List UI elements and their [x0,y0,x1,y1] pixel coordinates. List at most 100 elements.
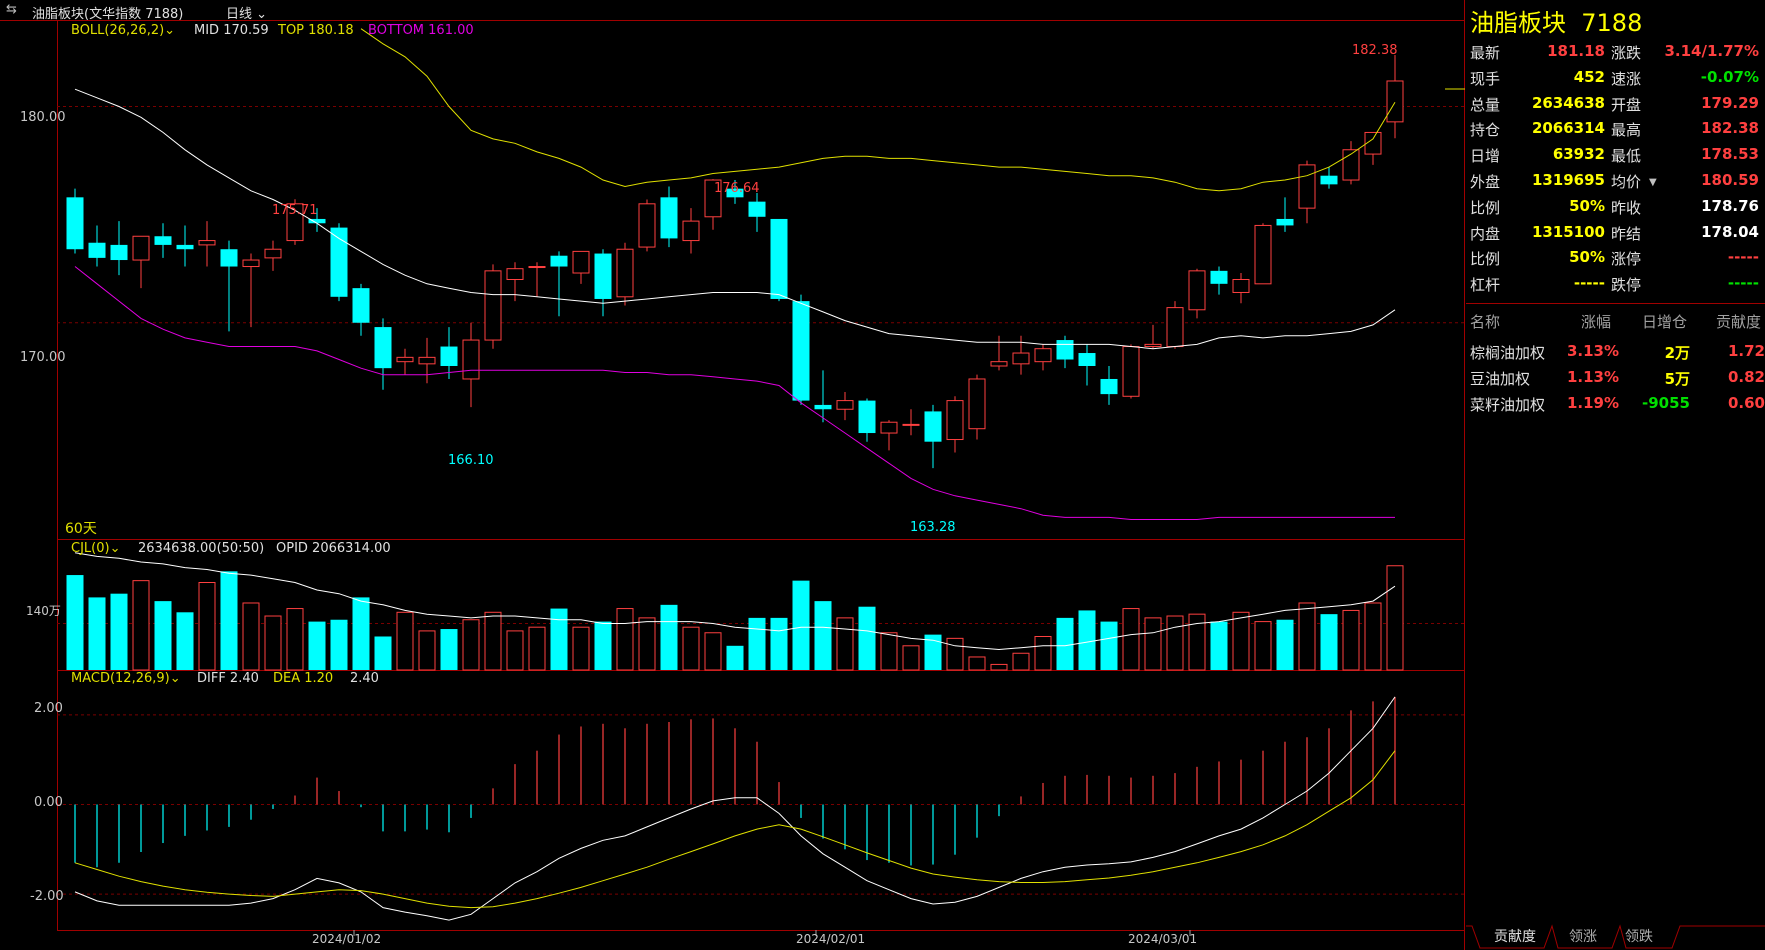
volume-bar [1100,621,1118,670]
volume-bar [1320,614,1338,670]
price-candles [66,55,1404,469]
candle-body [528,266,546,269]
candle-body [616,248,634,298]
contrib-change: 1.19% [1566,394,1619,412]
quote-value: 50% [1569,248,1605,267]
candle-body [198,240,216,246]
volume-bar [418,630,436,671]
volume-bar [792,580,810,670]
quote-value: 1315100 [1531,222,1605,241]
quote-label: 现手 [1470,69,1501,88]
quote-row: 内盘 1315100 昨结 178.04 [1466,221,1765,245]
contrib-value: 0.60 [1727,394,1765,412]
volume-bar [616,608,634,671]
volume-axis-label: 140万 [26,604,61,618]
boll-lines [74,28,1396,520]
low-marker: 166.10 [448,453,494,468]
volume-bar [308,621,326,670]
volume-bar [946,637,964,671]
volume-bar [858,606,876,670]
contrib-table-row[interactable]: 菜籽油加权 1.19% -9055 0.60 [1466,392,1765,416]
quote-label: 速涨 [1611,69,1642,88]
volume-bar [594,621,612,670]
quote-value: 179.29 [1701,93,1759,112]
high-marker: 176.64 [714,181,760,196]
candle-body [924,411,942,442]
quote-label: 比例 [1470,250,1501,269]
volume-bar [484,611,502,671]
volume-bar [1298,602,1316,671]
tab-contrib[interactable]: 贡献度 [1494,929,1536,945]
volume-bar [1144,617,1162,671]
quote-row: 杠杆 ----- 跌停 ----- [1466,272,1765,296]
volume-bar [1210,621,1228,670]
candle-body [1122,346,1140,397]
macd-value: 2.40 [350,671,379,686]
quote-value: 178.04 [1701,222,1759,241]
quote-row: 现手 452 速涨 -0.07% [1466,66,1765,90]
candle-body [1034,348,1052,363]
quote-label: 开盘 [1611,95,1642,114]
candle-body [1232,279,1250,293]
volume-bar [242,602,260,671]
chart-area[interactable] [0,0,1465,950]
volume-bar [1364,602,1382,671]
quote-value: ----- [1573,274,1605,293]
volume-indicator-label[interactable]: CJL(0)⌄ [71,541,121,556]
caret-down-icon[interactable]: ▼ [1649,177,1657,188]
candle-body [110,244,128,261]
contrib-name: 棕榈油加权 [1470,344,1546,362]
quote-label: 最新 [1470,44,1501,62]
macd-dea-line [74,750,1396,909]
candle-body [66,197,84,250]
candle-body [308,218,326,224]
volume-bar [1276,619,1294,670]
candle-body [396,356,414,363]
contrib-value: 0.82 [1727,368,1765,386]
contrib-table-row[interactable]: 豆油加权 1.13% 5万 0.82 [1466,366,1765,390]
candle-body [572,250,590,274]
volume-bar [1188,613,1206,671]
contrib-oi: 2万 [1664,344,1690,362]
macd-histogram [74,696,1396,921]
tab-leading-down[interactable]: 领跌 [1625,929,1653,945]
quote-label: 比例 [1470,198,1501,217]
volume-bar [924,634,942,670]
contrib-table-row[interactable]: 棕榈油加权 3.13% 2万 1.72 [1466,340,1765,364]
quote-value: 180.59 [1701,171,1759,189]
quote-label: 均价 [1611,173,1642,191]
volume-bar [110,593,128,670]
candle-body [1144,343,1162,348]
volume-bar [1342,609,1360,671]
tab-leading-up[interactable]: 领涨 [1569,929,1597,945]
volume-bar [1122,608,1140,671]
candle-body [726,188,744,198]
period-selector[interactable]: 日线 ⌄ [226,7,268,22]
candle-body [264,248,282,259]
volume-bar [638,617,656,671]
volume-bar [264,615,282,671]
volume-bar [880,632,898,671]
quote-row: 外盘 1319695 均价 180.59 [1466,169,1765,193]
macd-axis-label: 0.00 [34,795,63,810]
macd-diff-line [74,696,1396,921]
volume-value: 2634638.00(50:50) [138,541,265,556]
contrib-table-header: 名称 涨幅 日增仓 贡献度 [1466,311,1765,335]
volume-bar [88,597,106,670]
volume-bar [990,663,1008,671]
candle-body [880,421,898,434]
candle-body [594,253,612,299]
col-change-header: 涨幅 [1581,313,1612,331]
title-bar: ⇆ 油脂板块(文华指数 7188) 日线 ⌄ [0,0,1765,22]
boll-top-value: TOP 180.18 [278,23,354,38]
quote-row: 持仓 2066314 最高 182.38 [1466,117,1765,141]
volume-bar [330,619,348,670]
candle-body [1254,224,1272,285]
quote-value: 63932 [1552,145,1605,164]
quote-row: 比例 50% 昨收 178.76 [1466,195,1765,219]
macd-indicator-label[interactable]: MACD(12,26,9)⌄ [71,671,181,686]
swap-icon[interactable]: ⇆ [6,2,17,17]
divider [1466,303,1765,304]
boll-indicator-label[interactable]: BOLL(26,26,2)⌄ [71,23,176,38]
quote-value: 181.18 [1547,42,1605,60]
